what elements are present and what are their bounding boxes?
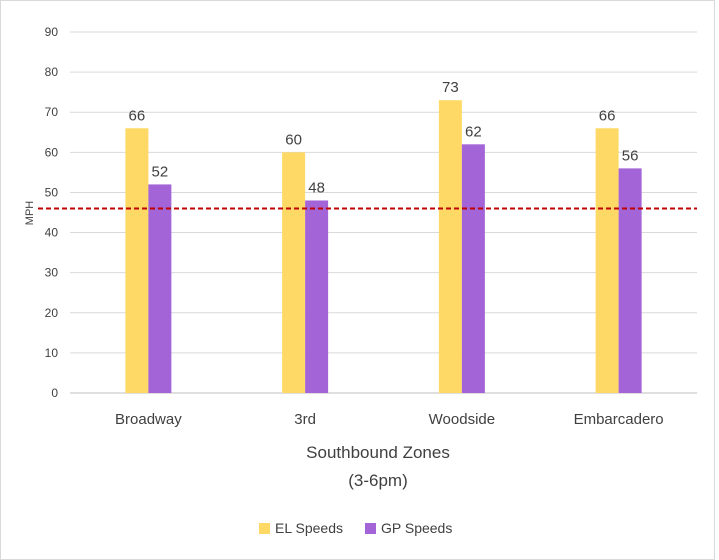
- bar: [461, 144, 485, 393]
- data-label: 56: [622, 147, 639, 164]
- legend-swatch: [365, 523, 376, 534]
- bar: [595, 128, 619, 393]
- data-label: 66: [129, 107, 146, 124]
- bar: [282, 152, 306, 393]
- x-tick-label: 3rd: [294, 411, 316, 428]
- data-label: 48: [308, 179, 325, 196]
- x-axis-ticks: Broadway 3rd Woodside Embarcadero: [115, 411, 664, 428]
- data-label: 62: [465, 123, 482, 140]
- y-tick-label: 20: [45, 306, 59, 320]
- data-label: 66: [599, 107, 616, 124]
- x-tick-label: Broadway: [115, 411, 182, 428]
- x-tick-label: Embarcadero: [574, 411, 664, 428]
- bar: [148, 184, 172, 393]
- x-tick-label: Woodside: [429, 411, 495, 428]
- data-label: 52: [152, 163, 169, 180]
- legend: EL Speeds GP Speeds: [259, 520, 452, 536]
- legend-swatch: [259, 523, 270, 534]
- x-axis-label: Southbound Zones: [306, 443, 450, 462]
- legend-label: EL Speeds: [275, 520, 343, 536]
- y-tick-label: 40: [45, 226, 59, 240]
- y-tick-label: 10: [45, 346, 59, 360]
- bar: [438, 100, 462, 393]
- data-label: 73: [442, 79, 459, 96]
- y-axis-label: MPH: [24, 201, 36, 226]
- y-axis-ticks: 0 10 20 30 40 50 60 70 80 90: [45, 25, 59, 400]
- y-tick-label: 30: [45, 266, 59, 280]
- y-tick-label: 90: [45, 25, 59, 39]
- bars: 66 52 60 48 73 62 66 56: [125, 79, 642, 393]
- y-tick-label: 70: [45, 105, 59, 119]
- y-tick-label: 50: [45, 185, 59, 199]
- bar: [618, 168, 642, 393]
- y-tick-label: 80: [45, 65, 59, 79]
- y-tick-label: 60: [45, 145, 59, 159]
- bar: [305, 200, 329, 393]
- bar: [125, 128, 149, 393]
- data-label: 60: [285, 131, 302, 148]
- gridlines: [70, 31, 697, 394]
- x-axis-label-subtitle: (3-6pm): [348, 471, 408, 490]
- legend-label: GP Speeds: [381, 520, 452, 536]
- y-tick-label: 0: [51, 386, 58, 400]
